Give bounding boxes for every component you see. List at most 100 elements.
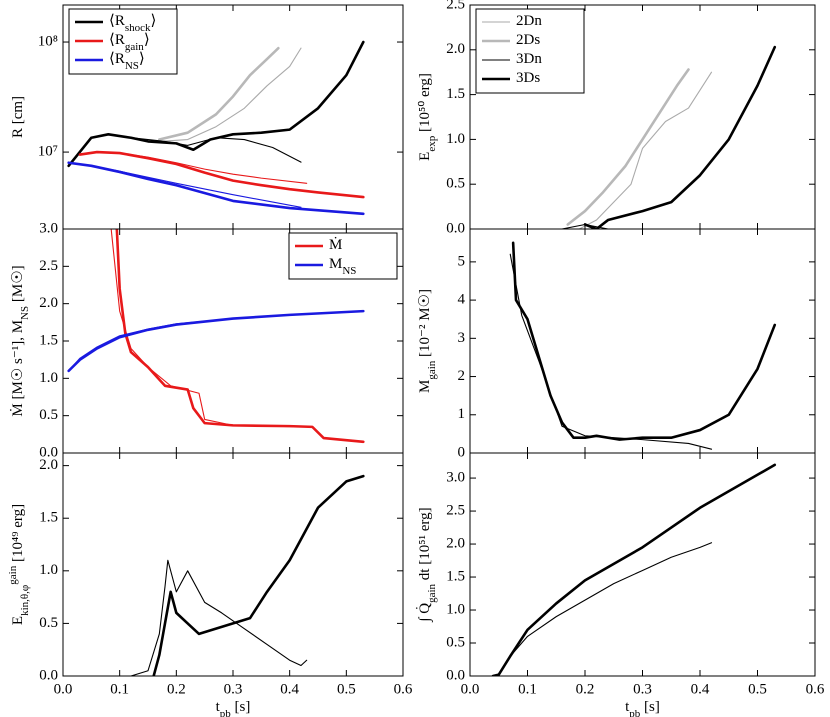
line-series (67, 40, 365, 168)
line-series (158, 47, 302, 142)
y-axis-label-part: NS (19, 306, 31, 320)
y-axis-label-part: ∫ Q̇ (417, 603, 434, 623)
y-tick-label: 1 (458, 406, 466, 422)
line-series (152, 474, 365, 676)
legend-label-part: NS (125, 60, 139, 72)
line-series (492, 542, 713, 676)
y-tick-label: 2.5 (446, 0, 465, 12)
legend-label-part: ⟨R (109, 51, 125, 67)
x-axis-label-part: pb (220, 708, 232, 717)
x-tick-label: 0.4 (691, 681, 710, 697)
y-tick-label: 4 (458, 292, 466, 308)
y-tick-label: 1.5 (446, 568, 465, 584)
legend-label-part: gain (125, 41, 144, 53)
y-tick-label: 0.0 (446, 667, 465, 683)
y-tick-label: 10⁸ (38, 33, 58, 49)
y-tick-label: 5 (458, 253, 466, 269)
y-axis-label-part: [10⁵⁰ erg] (417, 73, 433, 136)
y-tick-label: 0.0 (446, 220, 465, 236)
x-tick-label: 0.0 (461, 681, 480, 697)
line-series (158, 46, 280, 141)
y-axis-label: R [cm] (10, 96, 26, 138)
x-tick-label: 0.5 (748, 681, 767, 697)
x-tick-label: 0.2 (167, 681, 186, 697)
x-tick-label: 0.6 (806, 681, 825, 697)
legend-label: 3Dn (516, 51, 542, 67)
y-axis-label-part: E (417, 152, 433, 161)
line-series (67, 161, 365, 216)
y-tick-label: 0.0 (39, 667, 58, 683)
legend-label-part: shock (125, 22, 151, 34)
line-series (511, 241, 777, 441)
y-axis-label-part: exp (426, 135, 438, 151)
y-tick-label: 2.0 (39, 295, 58, 311)
x-tick-label: 0.2 (576, 681, 595, 697)
x-tick-label: 0.6 (394, 681, 413, 697)
legend-label-part: NS (342, 265, 356, 277)
legend-label-part: ⟩ (139, 51, 145, 67)
axes-frame (62, 452, 404, 677)
line-series (583, 45, 777, 229)
legend-label-part: ⟨R (109, 13, 125, 29)
y-axis-label-part: [M☉] (10, 265, 26, 306)
y-tick-label: 2 (458, 368, 466, 384)
x-tick-label: 0.5 (337, 681, 356, 697)
legend-label-part: ⟩ (144, 32, 150, 48)
line-series (566, 68, 690, 226)
y-axis-label-part: [10⁻² M☉] (417, 289, 433, 361)
legend-label: Ṁ (329, 237, 342, 253)
legend-label: 2Ds (516, 32, 540, 48)
y-axis-label-part: gain (426, 583, 438, 602)
y-axis-label-part: Ṁ [M☉ s⁻¹], M (10, 320, 26, 417)
x-axis-label-part: [s] (640, 699, 660, 715)
legend-label: ⟨Rgain⟩ (109, 32, 150, 52)
line-series (110, 229, 302, 428)
y-tick-label: 2.5 (39, 258, 58, 274)
y-tick-label: 0 (458, 444, 466, 460)
x-axis-label: tpb [s] (625, 699, 660, 717)
y-tick-label: 10⁷ (38, 144, 58, 160)
legend-label: MNS (329, 256, 356, 276)
legend-label: 3Ds (516, 70, 540, 86)
x-tick-label: 0.0 (54, 681, 73, 697)
x-axis-label-part: t (625, 699, 630, 715)
y-tick-label: 0.0 (39, 444, 58, 460)
y-tick-label: 2.0 (446, 41, 465, 57)
y-axis-label-part: M (417, 380, 433, 393)
y-axis-label-part: R [cm] (10, 96, 26, 138)
y-axis-label-part: dt [10⁵¹ erg] (417, 507, 433, 584)
legend-label-part: 2Ds (516, 32, 540, 48)
y-axis-label: ∫ Q̇gain dt [10⁵¹ erg] (417, 507, 438, 622)
y-tick-label: 3.0 (446, 470, 465, 486)
legend-label: ⟨RNS⟩ (109, 51, 145, 71)
y-tick-label: 1.0 (39, 370, 58, 386)
x-tick-label: 0.4 (280, 681, 299, 697)
y-tick-label: 2.0 (446, 535, 465, 551)
y-axis-label: Eexp [10⁵⁰ erg] (417, 73, 437, 161)
y-axis-label-part: gain (426, 360, 438, 379)
y-axis-label-part: kin,θ,φ (19, 585, 31, 616)
y-tick-label: 1.5 (39, 332, 58, 348)
legend-label-part: 2Dn (516, 13, 542, 29)
x-axis-label-part: [s] (231, 699, 251, 715)
x-tick-label: 0.1 (110, 681, 129, 697)
legend-label-part: ⟨R (109, 32, 125, 48)
y-tick-label: 2.5 (446, 502, 465, 518)
y-tick-label: 0.5 (446, 634, 465, 650)
y-tick-label: 3.0 (39, 220, 58, 236)
y-tick-label: 3 (458, 330, 466, 346)
line-series (78, 150, 365, 199)
legend-label-part: ⟩ (151, 13, 157, 29)
x-tick-label: 0.1 (518, 681, 537, 697)
line-series (130, 559, 308, 676)
y-tick-label: 0.5 (39, 407, 58, 423)
y-tick-label: 1.0 (446, 131, 465, 147)
legend-label-part: 3Dn (516, 51, 542, 67)
x-tick-label: 0.3 (224, 681, 243, 697)
x-axis-label: tpb [s] (216, 699, 251, 717)
y-axis-label-part: [10⁴⁹ erg] (10, 504, 26, 566)
y-axis-label: Ṁ [M☉ s⁻¹], MNS [M☉] (10, 265, 30, 416)
y-axis-label: Mgain [10⁻² M☉] (417, 289, 437, 393)
x-axis-label-part: pb (629, 708, 641, 717)
